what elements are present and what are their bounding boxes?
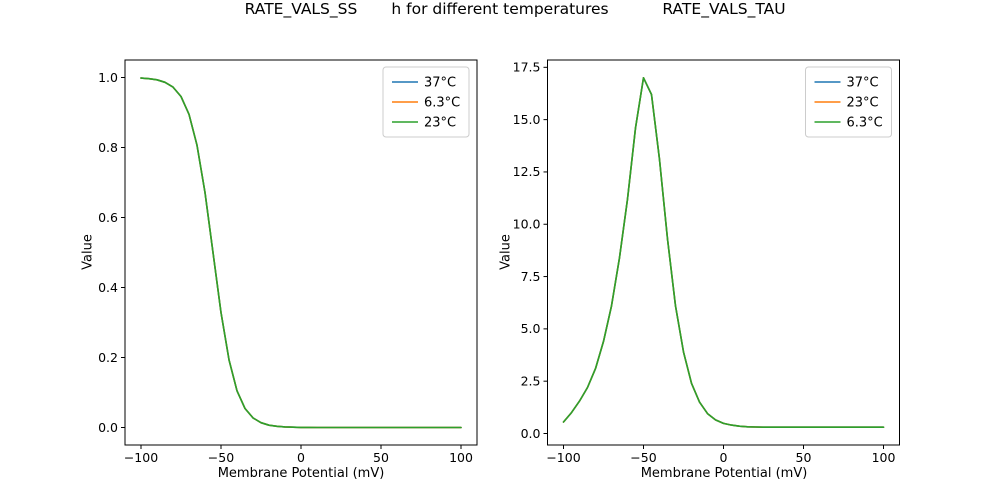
y-tick-label: 17.5 [513,60,541,75]
subplot-ss-title: RATE_VALS_SS [244,0,358,18]
y-axis-label-tau: Value [498,234,514,270]
y-tick-label: 2.5 [521,373,541,388]
subplot-0: −100 −50 0 50 100 0.0 0.2 0.4 0.6 0.8 1.0 37°C 6.3°C… [98,59,478,465]
y-tick-label: 15.0 [513,112,541,127]
y-tick-label: 0.2 [98,350,118,365]
y-tick-label: 0.6 [98,210,118,225]
y-tick-label: 10.0 [513,217,541,232]
x-tick-label: −50 [208,450,234,465]
legend-label: 23°C [847,96,879,111]
x-tick-label: 0 [720,450,728,465]
x-tick-label: −50 [630,450,656,465]
series-line-2 [140,77,462,429]
x-axis-label-ss: Membrane Potential (mV) [217,466,385,481]
y-axis-label-ss: Value [80,234,96,270]
x-tick-label: 100 [872,450,896,465]
y-tick-label: 0.8 [98,140,118,155]
y-tick-label: 7.5 [521,269,541,284]
legend-box [805,66,892,138]
legend-label: 6.3°C [847,116,883,131]
legend-box [382,66,470,138]
y-tick-label: 1.0 [98,70,118,85]
figure-title: h for different temperatures [391,0,609,18]
legend-label: 6.3°C [424,96,460,111]
y-tick-label: 12.5 [513,164,541,179]
subplot-1: −100 −50 0 50 100 0.0 2.5 5.0 7.5 10.0 12.5 15.0 17.… [513,59,900,465]
x-tick-label: 100 [449,450,473,465]
x-axis-label-tau: Membrane Potential (mV) [640,466,808,481]
x-tick-label: 50 [796,450,812,465]
subplot-tau-title: RATE_VALS_TAU [662,0,786,18]
series-line-2 [562,77,885,429]
x-tick-label: −100 [546,450,580,465]
legend-label: 37°C [424,76,456,91]
y-tick-label: 5.0 [521,321,541,336]
x-tick-label: −100 [124,450,158,465]
y-tick-label: 0.0 [98,420,118,435]
legend-label: 37°C [847,76,879,91]
legend-label: 23°C [424,116,456,131]
x-tick-label: 0 [297,450,305,465]
y-tick-label: 0.0 [521,426,541,441]
y-tick-label: 0.4 [98,280,118,295]
x-tick-label: 50 [373,450,389,465]
